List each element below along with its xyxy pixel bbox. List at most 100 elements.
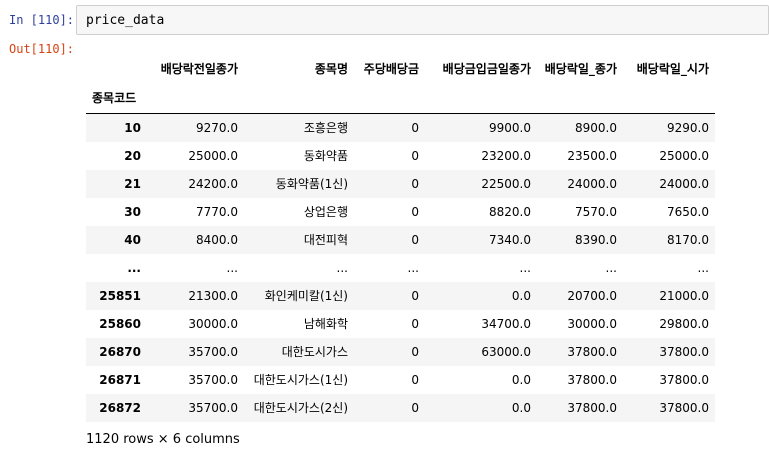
table-cell: 남해화학: [244, 310, 354, 338]
table-cell: 20700.0: [537, 282, 623, 310]
table-cell: 0: [354, 114, 425, 142]
row-index: 26871: [86, 366, 147, 394]
table-cell: ...: [623, 254, 715, 282]
table-cell: 대한도시가스: [244, 338, 354, 366]
table-cell: 대한도시가스(1신): [244, 366, 354, 394]
table-cell: 37800.0: [537, 366, 623, 394]
table-row: 26872 35700.0 대한도시가스(2신) 0 0.0 37800.0 3…: [86, 394, 715, 422]
column-header: 배당락일_종가: [537, 50, 623, 87]
table-cell: 23500.0: [537, 142, 623, 170]
table-row: 30 7770.0 상업은행 0 8820.0 7570.0 7650.0: [86, 198, 715, 226]
table-cell: 35700.0: [147, 366, 244, 394]
table-cell: 0: [354, 310, 425, 338]
table-cell: 0: [354, 366, 425, 394]
table-cell: 7340.0: [425, 226, 537, 254]
row-index: 40: [86, 226, 147, 254]
table-row: 26870 35700.0 대한도시가스 0 63000.0 37800.0 3…: [86, 338, 715, 366]
table-cell: 63000.0: [425, 338, 537, 366]
table-cell: 0: [354, 282, 425, 310]
code-text[interactable]: price_data: [86, 13, 164, 28]
table-cell: 7570.0: [537, 198, 623, 226]
row-index: 20: [86, 142, 147, 170]
table-cell: 37800.0: [623, 366, 715, 394]
table-cell: 30000.0: [147, 310, 244, 338]
column-header: 주당배당금: [354, 50, 425, 87]
table-cell: 조흥은행: [244, 114, 354, 142]
table-cell: 37800.0: [623, 338, 715, 366]
dataframe-shape-summary: 1120 rows × 6 columns: [86, 432, 240, 448]
table-cell: 21000.0: [623, 282, 715, 310]
row-index: 30: [86, 198, 147, 226]
output-prompt: Out[110]:: [9, 42, 74, 56]
table-row: 20 25000.0 동화약품 0 23200.0 23500.0 25000.…: [86, 142, 715, 170]
table-cell: 대전피혁: [244, 226, 354, 254]
row-index: 21: [86, 170, 147, 198]
table-cell: ...: [244, 254, 354, 282]
table-cell: 0.0: [425, 366, 537, 394]
table-cell: 37800.0: [623, 394, 715, 422]
table-cell: 0: [354, 394, 425, 422]
table-cell: 8900.0: [537, 114, 623, 142]
table-cell: 25000.0: [623, 142, 715, 170]
table-cell: 8820.0: [425, 198, 537, 226]
table-cell: 24200.0: [147, 170, 244, 198]
column-header: 배당락일_시가: [623, 50, 715, 87]
table-row: 25860 30000.0 남해화학 0 34700.0 30000.0 298…: [86, 310, 715, 338]
table-cell: ...: [537, 254, 623, 282]
index-corner: [86, 50, 147, 87]
table-cell: 0.0: [425, 282, 537, 310]
table-row: 40 8400.0 대전피혁 0 7340.0 8390.0 8170.0: [86, 226, 715, 254]
column-header: 배당락전일종가: [147, 50, 244, 87]
code-input-cell[interactable]: price_data: [76, 5, 769, 35]
table-cell: 21300.0: [147, 282, 244, 310]
row-index: 25851: [86, 282, 147, 310]
table-row-ellipsis: ... ... ... ... ... ... ...: [86, 254, 715, 282]
table-cell: 25000.0: [147, 142, 244, 170]
table-cell: 8170.0: [623, 226, 715, 254]
row-index: 26872: [86, 394, 147, 422]
column-header: 종목명: [244, 50, 354, 87]
dataframe-body: 10 9270.0 조흥은행 0 9900.0 8900.0 9290.0 20…: [86, 114, 715, 422]
row-index: 26870: [86, 338, 147, 366]
table-cell: 29800.0: [623, 310, 715, 338]
table-cell: 동화약품: [244, 142, 354, 170]
index-name: 종목코드: [86, 87, 147, 114]
column-header: 배당금입금일종가: [425, 50, 537, 87]
input-prompt: In [110]:: [9, 13, 74, 27]
table-cell: ...: [147, 254, 244, 282]
table-cell: 24000.0: [537, 170, 623, 198]
dataframe-table: 배당락전일종가 종목명 주당배당금 배당금입금일종가 배당락일_종가 배당락일_…: [86, 50, 715, 422]
table-row: 10 9270.0 조흥은행 0 9900.0 8900.0 9290.0: [86, 114, 715, 142]
table-cell: 8390.0: [537, 226, 623, 254]
dataframe-output: 배당락전일종가 종목명 주당배당금 배당금입금일종가 배당락일_종가 배당락일_…: [86, 50, 715, 422]
table-cell: 0: [354, 198, 425, 226]
table-cell: 0: [354, 142, 425, 170]
table-cell: 22500.0: [425, 170, 537, 198]
table-cell: 7770.0: [147, 198, 244, 226]
table-cell: 23200.0: [425, 142, 537, 170]
table-cell: 37800.0: [537, 394, 623, 422]
table-cell: ...: [425, 254, 537, 282]
table-cell: 대한도시가스(2신): [244, 394, 354, 422]
table-cell: 7650.0: [623, 198, 715, 226]
table-row: 26871 35700.0 대한도시가스(1신) 0 0.0 37800.0 3…: [86, 366, 715, 394]
table-cell: 상업은행: [244, 198, 354, 226]
table-cell: 37800.0: [537, 338, 623, 366]
row-index: 10: [86, 114, 147, 142]
table-cell: 8400.0: [147, 226, 244, 254]
column-header-row: 배당락전일종가 종목명 주당배당금 배당금입금일종가 배당락일_종가 배당락일_…: [86, 50, 715, 87]
table-cell: 24000.0: [623, 170, 715, 198]
table-cell: 30000.0: [537, 310, 623, 338]
row-index: ...: [86, 254, 147, 282]
index-name-row: 종목코드: [86, 87, 715, 114]
table-cell: 9270.0: [147, 114, 244, 142]
table-cell: 0.0: [425, 394, 537, 422]
table-cell: 화인케미칼(1신): [244, 282, 354, 310]
table-cell: 9900.0: [425, 114, 537, 142]
table-row: 25851 21300.0 화인케미칼(1신) 0 0.0 20700.0 21…: [86, 282, 715, 310]
table-cell: 0: [354, 226, 425, 254]
table-cell: 동화약품(1신): [244, 170, 354, 198]
table-cell: 35700.0: [147, 338, 244, 366]
table-row: 21 24200.0 동화약품(1신) 0 22500.0 24000.0 24…: [86, 170, 715, 198]
row-index: 25860: [86, 310, 147, 338]
